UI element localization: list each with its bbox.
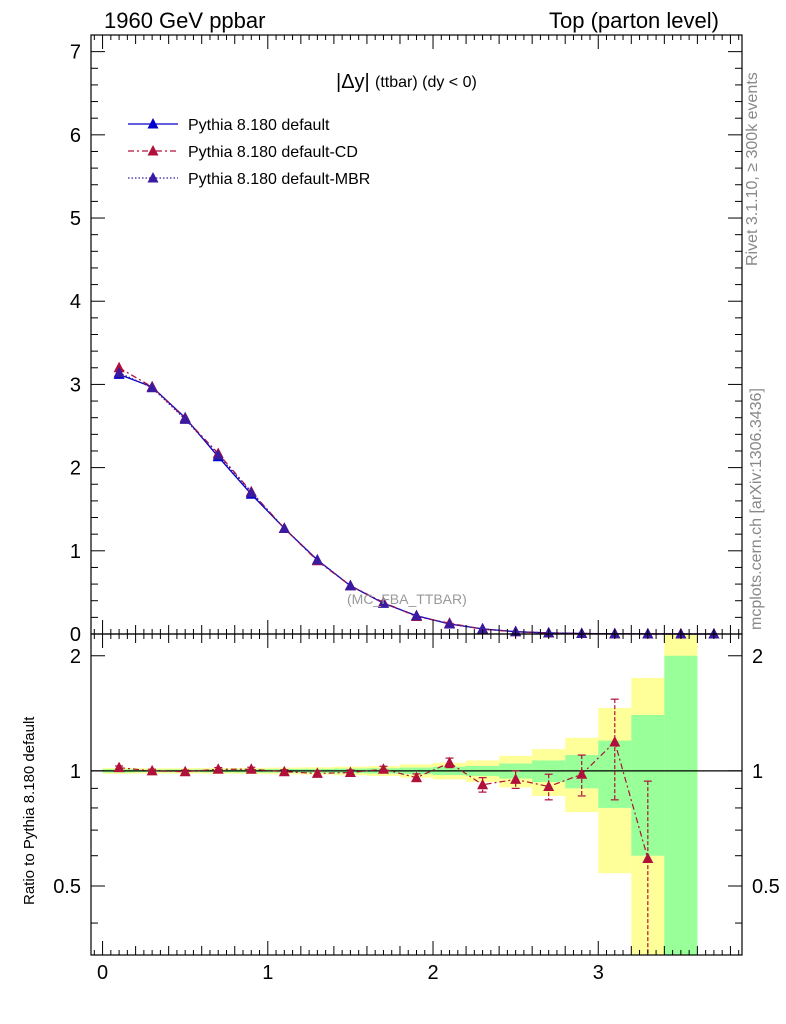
ratio-y-tick-label-left: 0.5 bbox=[53, 876, 81, 898]
ratio-marker bbox=[278, 765, 290, 777]
ratio-marker bbox=[344, 766, 356, 778]
main-y-tick-label: 2 bbox=[70, 458, 81, 480]
legend-marker-2 bbox=[147, 172, 159, 183]
main-y-tick-label: 1 bbox=[70, 541, 81, 563]
series-2-marker bbox=[179, 413, 191, 424]
ratio-marker bbox=[179, 765, 191, 777]
legend-marker-0 bbox=[147, 118, 159, 129]
ratio-marker bbox=[609, 735, 621, 747]
series-2-marker bbox=[344, 579, 356, 591]
ratio-marker bbox=[642, 852, 654, 864]
ratio-marker bbox=[510, 773, 522, 784]
plot-title-delta-y: |Δy| bbox=[336, 71, 370, 93]
ratio-y-tick-label-left: 2 bbox=[70, 646, 81, 668]
ratio-y-tick-label-left: 1 bbox=[70, 761, 81, 783]
ratio-y-tick-label-right: 2 bbox=[752, 646, 763, 668]
series-2-marker bbox=[113, 366, 125, 378]
ratio-x-tick-label: 2 bbox=[427, 962, 438, 984]
ratio-marker bbox=[576, 768, 588, 779]
series-2-marker bbox=[278, 522, 290, 533]
main-y-tick-label: 7 bbox=[70, 42, 81, 64]
green-band-bin bbox=[664, 655, 698, 955]
ratio-marker bbox=[444, 756, 456, 768]
ratio-marker bbox=[411, 771, 422, 783]
ratio-marker bbox=[377, 763, 389, 774]
legend-label-1: Pythia 8.180 default-CD bbox=[188, 144, 358, 161]
legend-label-0: Pythia 8.180 default bbox=[188, 117, 330, 134]
series-2-marker bbox=[444, 618, 456, 629]
main-y-tick-label: 4 bbox=[70, 291, 81, 313]
plot-title-subtitle: (ttbar) (dy < 0) bbox=[375, 74, 477, 91]
series-2-marker bbox=[477, 622, 489, 634]
main-y-tick-label: 3 bbox=[70, 374, 81, 396]
ratio-y-tick-label-right: 0.5 bbox=[752, 876, 780, 898]
ratio-marker bbox=[245, 763, 257, 774]
legend: Pythia 8.180 default Pythia 8.180 default… bbox=[128, 117, 370, 188]
legend-marker-1 bbox=[147, 145, 159, 156]
ratio-y-axis-label: Ratio to Pythia 8.180 default bbox=[21, 716, 38, 905]
ratio-x-tick-label: 1 bbox=[262, 962, 273, 984]
ratio-series bbox=[91, 698, 742, 955]
analysis-watermark: (MC_FBA_TTBAR) bbox=[347, 591, 467, 607]
ratio-marker bbox=[212, 763, 224, 774]
main-y-tick-label: 0 bbox=[70, 624, 81, 646]
series-2-marker bbox=[245, 486, 257, 498]
ratio-marker bbox=[113, 761, 125, 773]
main-y-tick-label: 5 bbox=[70, 208, 81, 230]
ratio-y-tick-label-right: 1 bbox=[752, 761, 763, 783]
axis-ticks: 0 1 2 3 4 5 6 7 0 1 2 3 0.5 0.5 1 1 2 2 bbox=[53, 34, 780, 984]
rivet-version-label: Rivet 3.1.10, ≥ 300k events bbox=[744, 72, 761, 266]
series-2-marker bbox=[146, 381, 158, 393]
header-energy-label: 1960 GeV ppbar bbox=[104, 8, 266, 33]
series-2-marker bbox=[212, 449, 224, 460]
series-2-marker bbox=[311, 553, 323, 565]
mcplots-reference-label: mcplots.cern.ch [arXiv:1306.3436] bbox=[748, 388, 765, 630]
legend-label-2: Pythia 8.180 default-MBR bbox=[188, 171, 370, 188]
series-2-marker bbox=[411, 609, 422, 621]
ratio-x-tick-label: 0 bbox=[97, 962, 108, 984]
ratio-marker bbox=[477, 778, 489, 790]
ratio-marker bbox=[146, 764, 158, 776]
series-2-marker bbox=[377, 597, 389, 608]
ratio-marker bbox=[311, 767, 323, 778]
ratio-line-cd bbox=[119, 740, 649, 859]
green-band-bin bbox=[631, 714, 665, 856]
ratio-uncertainty-bands bbox=[102, 634, 698, 955]
main-y-tick-label: 6 bbox=[70, 125, 81, 147]
header-process-label: Top (parton level) bbox=[549, 8, 719, 33]
ratio-marker bbox=[543, 780, 555, 792]
ratio-x-tick-label: 3 bbox=[593, 962, 604, 984]
